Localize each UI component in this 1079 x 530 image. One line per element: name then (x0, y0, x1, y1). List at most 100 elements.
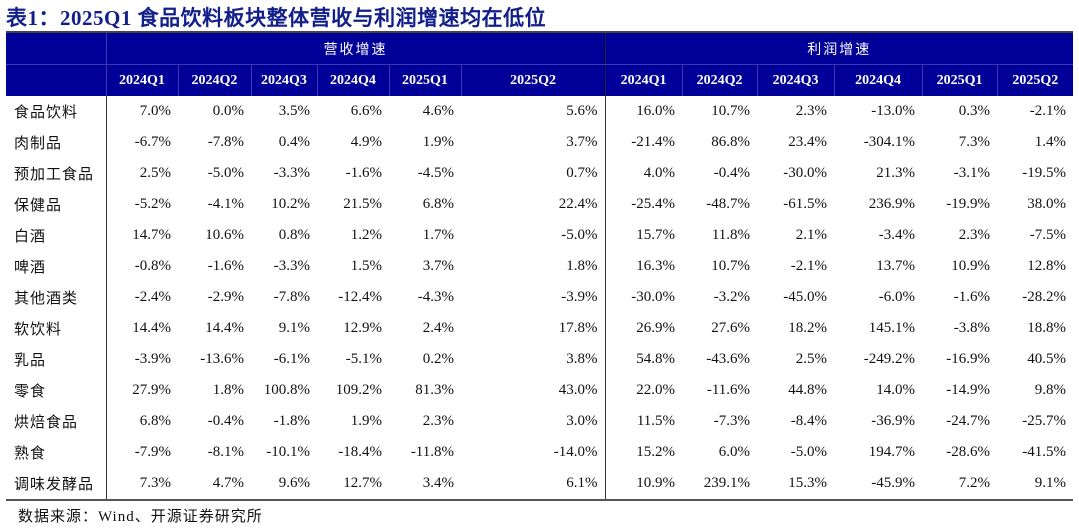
revenue-cell: -11.8% (410, 444, 454, 460)
profit-cell: -19.5% (1022, 165, 1067, 181)
profit-cell: 145.1% (868, 320, 916, 336)
revenue-cell: 3.7% (422, 258, 454, 274)
table-row: 肉制品 -6.7% -7.8% 0.4% 4.9% 1.9% 3.7% -21.4% 86.8%… (6, 127, 1073, 158)
profit-cell: 13.7% (876, 258, 916, 274)
table-row: 其他酒类 -2.4% -2.9% -7.8% -12.4% -4.3% -3.9% -30.0… (6, 282, 1073, 313)
quarter-header-revenue: 2025Q1 (388, 64, 461, 96)
profit-cell: 1.4% (1034, 134, 1067, 150)
revenue-cell: -3.3% (273, 165, 310, 181)
profit-cell: -3.8% (953, 320, 991, 336)
profit-cell: 239.1% (682, 468, 758, 501)
table-title: 表1：2025Q1 食品饮料板块整体营收与利润增速均在低位 (6, 6, 547, 30)
revenue-cell: 4.6% (422, 103, 454, 119)
revenue-cell: 21.5% (343, 196, 382, 212)
revenue-cell: 3.7% (461, 127, 606, 158)
revenue-cell: 81.3% (415, 382, 454, 398)
profit-cell: -0.4% (713, 165, 751, 181)
profit-cell: 7.2% (922, 468, 998, 501)
revenue-cell: -3.9% (461, 282, 606, 313)
revenue-cell: 2.4% (422, 320, 454, 336)
quarter-header-profit: 2024Q3 (756, 64, 835, 96)
profit-cell: -3.4% (878, 227, 916, 243)
profit-cell: -8.4% (790, 413, 828, 429)
row-label: 熟食 (6, 437, 107, 468)
profit-cell: -7.5% (1029, 227, 1067, 243)
profit-cell: 38.0% (1027, 196, 1067, 212)
profit-cell: 10.7% (711, 103, 751, 119)
group-header-revenue: 营收增速 (105, 31, 606, 65)
table-row: 调味发酵品 7.3% 4.7% 9.6% 12.7% 3.4% 6.1% 10.9% 239.1… (6, 468, 1074, 501)
profit-cell: -43.6% (706, 351, 751, 367)
revenue-cell: -14.0% (461, 437, 606, 468)
quarter-header-revenue: 2025Q2 (460, 64, 606, 96)
revenue-cell: -12.4% (338, 289, 382, 305)
revenue-cell: -1.8% (273, 413, 310, 429)
revenue-cell: 2.3% (422, 413, 454, 429)
revenue-cell: 1.9% (422, 134, 454, 150)
revenue-cell: 10.2% (271, 196, 310, 212)
revenue-cell: 100.8% (263, 382, 310, 398)
profit-cell: -5.0% (790, 444, 828, 460)
revenue-cell: -7.9% (134, 444, 171, 460)
profit-cell: 2.3% (795, 103, 828, 119)
profit-cell: 2.3% (958, 227, 991, 243)
profit-cell: 9.8% (1034, 382, 1067, 398)
profit-cell: 14.0% (876, 382, 916, 398)
table-row: 保健品 -5.2% -4.1% 10.2% 21.5% 6.8% 22.4% -25.4% -4… (6, 189, 1073, 220)
revenue-cell: -10.1% (266, 444, 310, 460)
profit-cell: -2.1% (790, 258, 828, 274)
profit-cell: -25.4% (631, 196, 676, 212)
revenue-cell: -3.3% (273, 258, 310, 274)
quarter-header-profit: 2024Q2 (681, 64, 758, 96)
profit-cell: 10.7% (711, 258, 751, 274)
profit-cell: 16.0% (636, 103, 676, 119)
group-header-profit: 利润增速 (604, 31, 1074, 65)
revenue-cell: 3.5% (278, 103, 310, 119)
revenue-cell: 4.7% (178, 468, 251, 501)
growth-table: 营收增速 利润增速 2024Q1 2024Q2 2024Q3 2024Q4 2025Q1… (6, 31, 1074, 501)
profit-cell: -45.9% (834, 468, 923, 501)
group-header-row: 营收增速 利润增速 (6, 31, 1074, 65)
revenue-cell: 1.5% (350, 258, 382, 274)
profit-cell: 27.6% (711, 320, 751, 336)
revenue-cell: -1.6% (207, 258, 244, 274)
profit-cell: -41.5% (1022, 444, 1067, 460)
revenue-cell: 6.1% (461, 468, 606, 501)
revenue-cell: 1.8% (212, 382, 244, 398)
revenue-cell: 2.5% (139, 165, 171, 181)
row-label: 调味发酵品 (6, 468, 107, 501)
table-row: 预加工食品 2.5% -5.0% -3.3% -1.6% -4.5% 0.7% 4.0% -0.… (6, 158, 1073, 189)
revenue-cell: -6.1% (273, 351, 310, 367)
profit-cell: 15.3% (757, 468, 835, 501)
revenue-cell: 1.8% (461, 251, 606, 282)
quarter-header-row: 2024Q1 2024Q2 2024Q3 2024Q4 2025Q1 2025Q2 2024… (6, 64, 1074, 96)
revenue-cell: 3.4% (389, 468, 461, 501)
revenue-cell: 14.7% (132, 227, 171, 243)
profit-cell: -24.7% (946, 413, 991, 429)
profit-cell: 16.3% (636, 258, 676, 274)
revenue-cell: -5.0% (207, 165, 244, 181)
profit-cell: 6.0% (718, 444, 751, 460)
profit-cell: 10.9% (605, 468, 683, 501)
profit-cell: -61.5% (783, 196, 828, 212)
source-note: 数据来源：Wind、开源证券研究所 (18, 509, 263, 525)
row-label: 预加工食品 (6, 158, 107, 189)
profit-cell: -28.6% (946, 444, 991, 460)
revenue-cell: 5.6% (461, 96, 606, 127)
row-label: 软饮料 (6, 313, 107, 344)
revenue-cell: -5.1% (345, 351, 382, 367)
profit-cell: -1.6% (953, 289, 991, 305)
profit-cell: 26.9% (636, 320, 676, 336)
revenue-cell: 6.6% (350, 103, 382, 119)
table-row: 零食 27.9% 1.8% 100.8% 109.2% 81.3% 43.0% 22.0% -1… (6, 375, 1073, 406)
profit-cell: -16.9% (946, 351, 991, 367)
revenue-cell: 3.0% (461, 406, 606, 437)
row-label: 乳品 (6, 344, 107, 375)
profit-cell: 236.9% (868, 196, 916, 212)
revenue-cell: 1.2% (350, 227, 382, 243)
revenue-cell: 1.9% (350, 413, 382, 429)
revenue-cell: 7.0% (139, 103, 171, 119)
revenue-cell: 3.8% (461, 344, 606, 375)
profit-cell: 15.7% (636, 227, 676, 243)
quarter-header-revenue: 2024Q4 (316, 64, 389, 96)
